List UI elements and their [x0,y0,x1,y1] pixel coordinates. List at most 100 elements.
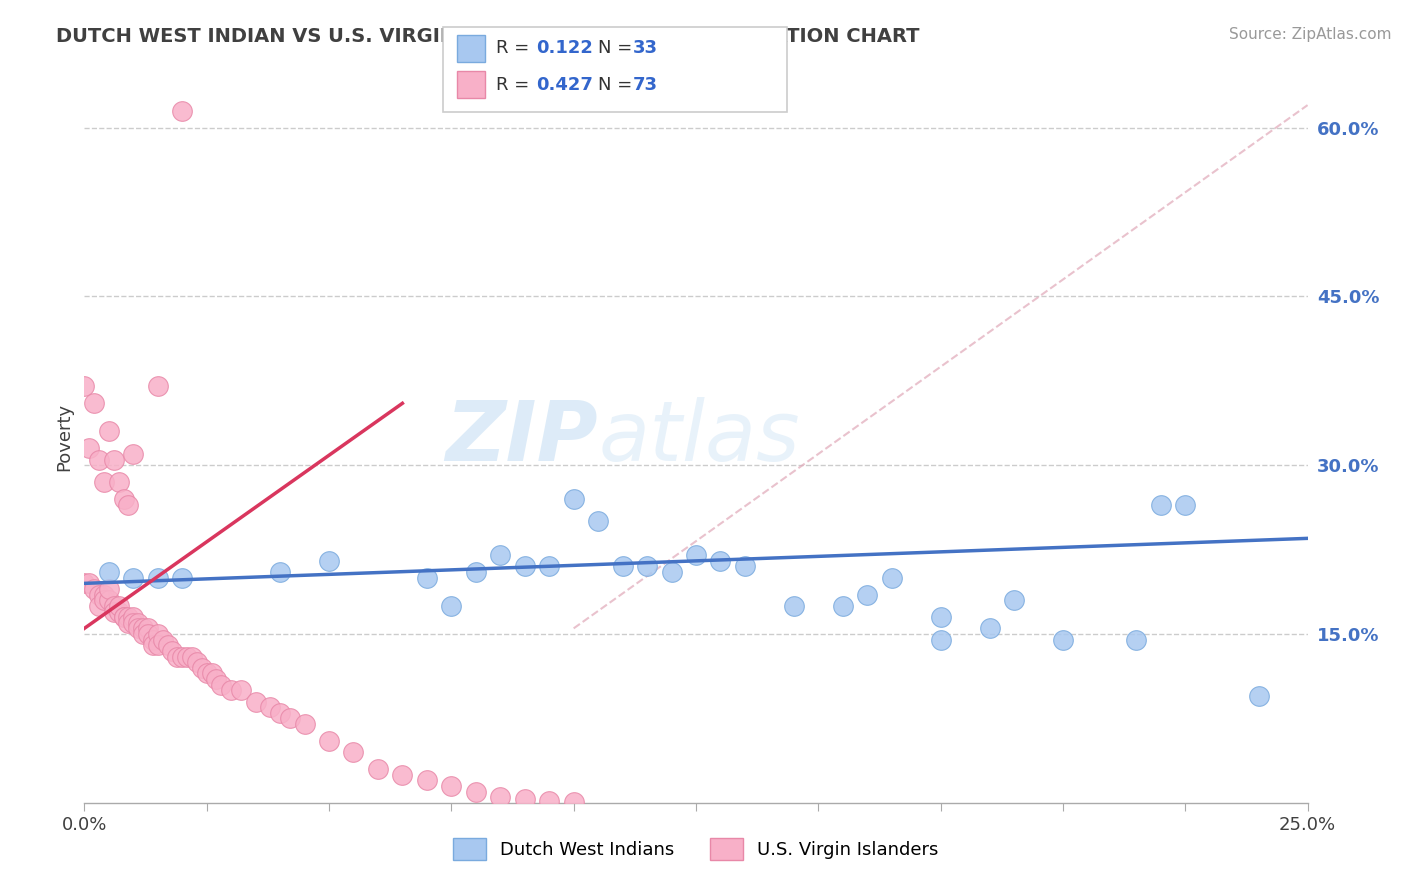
Point [97,565,120,579]
Point [734,559,756,574]
Point [245,694,267,708]
Legend: Dutch West Indians, U.S. Virgin Islanders: Dutch West Indians, U.S. Virgin Islander… [446,830,946,867]
Point [200,666,222,681]
Point [318,734,340,748]
Point [142,632,165,647]
Point [538,559,561,574]
Point [172,571,194,585]
Point [136,621,159,635]
Point [87,452,110,467]
Point [132,627,155,641]
Text: Source: ZipAtlas.com: Source: ZipAtlas.com [1229,27,1392,42]
Point [342,745,364,759]
Point [176,649,198,664]
Point [562,795,585,809]
Point [856,588,879,602]
Point [1002,593,1025,607]
Point [97,593,120,607]
Point [162,644,184,658]
Text: DUTCH WEST INDIAN VS U.S. VIRGIN ISLANDER POVERTY CORRELATION CHART: DUTCH WEST INDIAN VS U.S. VIRGIN ISLANDE… [56,27,920,45]
Text: N =: N = [598,76,637,94]
Point [464,784,486,798]
Point [440,599,463,613]
Point [117,498,139,512]
Point [513,792,536,806]
Point [107,475,129,489]
Point [107,605,129,619]
Point [831,599,853,613]
Point [586,515,609,529]
Point [127,621,149,635]
Point [117,610,139,624]
Point [181,649,204,664]
Point [77,442,100,456]
Point [146,379,169,393]
Point [538,793,561,807]
Point [709,554,731,568]
Point [294,717,316,731]
Point [464,565,486,579]
Point [416,773,439,788]
Point [156,638,179,652]
Point [122,610,145,624]
Point [612,559,634,574]
Point [103,605,125,619]
Point [93,588,115,602]
Point [367,762,389,776]
Text: N =: N = [598,39,637,57]
Point [685,548,707,562]
Point [83,582,105,596]
Point [636,559,658,574]
Point [1174,498,1197,512]
Text: ZIP: ZIP [446,397,598,477]
Point [93,475,115,489]
Point [562,491,585,506]
Point [278,711,301,725]
Text: R =: R = [496,39,536,57]
Point [661,565,683,579]
Point [127,615,149,630]
Point [122,615,145,630]
Point [391,767,413,781]
Point [146,627,169,641]
Point [97,582,120,596]
Point [112,610,135,624]
Point [489,790,512,805]
Y-axis label: Poverty: Poverty [55,403,73,471]
Point [186,655,208,669]
Point [1052,632,1074,647]
Point [929,610,952,624]
Point [152,632,174,647]
Point [929,632,952,647]
Text: 0.427: 0.427 [536,76,592,94]
Point [209,678,232,692]
Point [132,621,155,635]
Point [77,576,100,591]
Point [416,571,439,585]
Point [103,599,125,613]
Point [142,638,165,652]
Point [979,621,1001,635]
Point [318,554,340,568]
Point [489,548,512,562]
Point [97,425,120,439]
Point [172,103,194,118]
Point [513,559,536,574]
Point [1247,689,1270,703]
Point [440,779,463,793]
Point [195,666,218,681]
Point [122,571,145,585]
Point [136,627,159,641]
Point [117,615,139,630]
Point [783,599,806,613]
Point [87,588,110,602]
Point [191,661,214,675]
Point [229,683,252,698]
Point [166,649,188,664]
Point [112,491,135,506]
Point [269,565,291,579]
Point [73,576,96,591]
Point [73,379,96,393]
Point [93,593,115,607]
Text: 0.122: 0.122 [536,39,592,57]
